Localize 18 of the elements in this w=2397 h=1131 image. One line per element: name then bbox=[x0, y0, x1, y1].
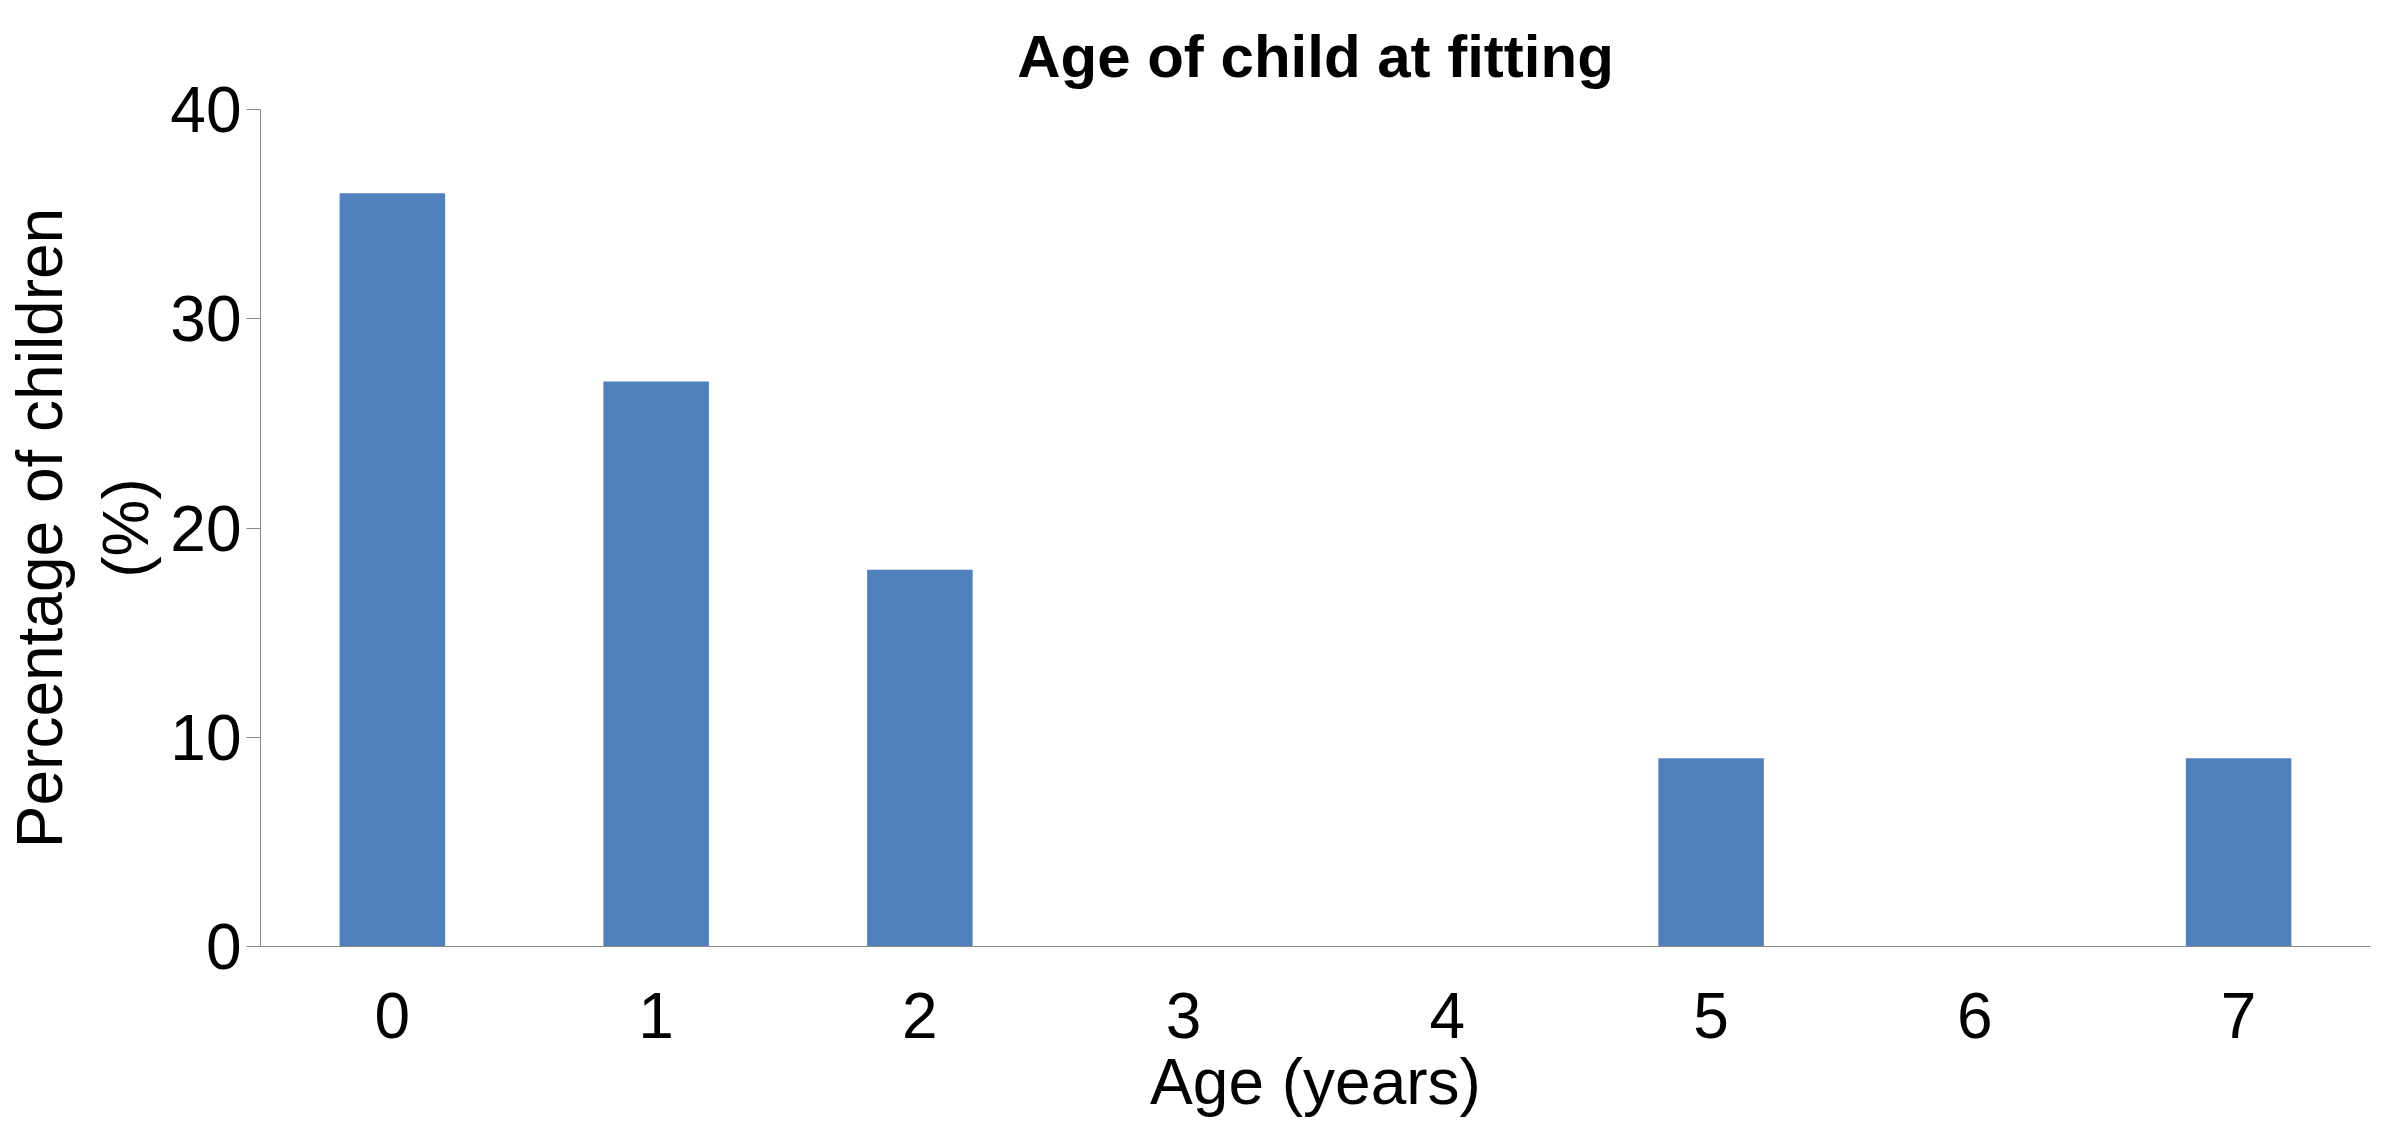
y-tick-label: 20 bbox=[170, 492, 242, 565]
bar bbox=[603, 381, 709, 947]
x-tick-label: 7 bbox=[2220, 979, 2257, 1052]
bar bbox=[867, 569, 973, 947]
bar bbox=[339, 193, 446, 947]
y-tick-label: 10 bbox=[170, 701, 242, 774]
bar bbox=[2185, 758, 2292, 947]
x-tick-label: 6 bbox=[1957, 979, 1993, 1052]
y-axis-title: Percentage of children (%) bbox=[3, 207, 163, 849]
x-tick-label: 1 bbox=[638, 979, 674, 1052]
x-tick-label: 0 bbox=[374, 979, 411, 1052]
x-tick-label: 5 bbox=[1693, 979, 1729, 1052]
x-tick-label: 2 bbox=[902, 979, 938, 1052]
y-tick-label: 0 bbox=[205, 911, 242, 983]
bar bbox=[1658, 758, 1764, 947]
y-tick-label: 30 bbox=[170, 283, 242, 356]
chart-title: Age of child at fitting bbox=[1017, 22, 1614, 90]
y-tick-label: 40 bbox=[170, 74, 242, 146]
